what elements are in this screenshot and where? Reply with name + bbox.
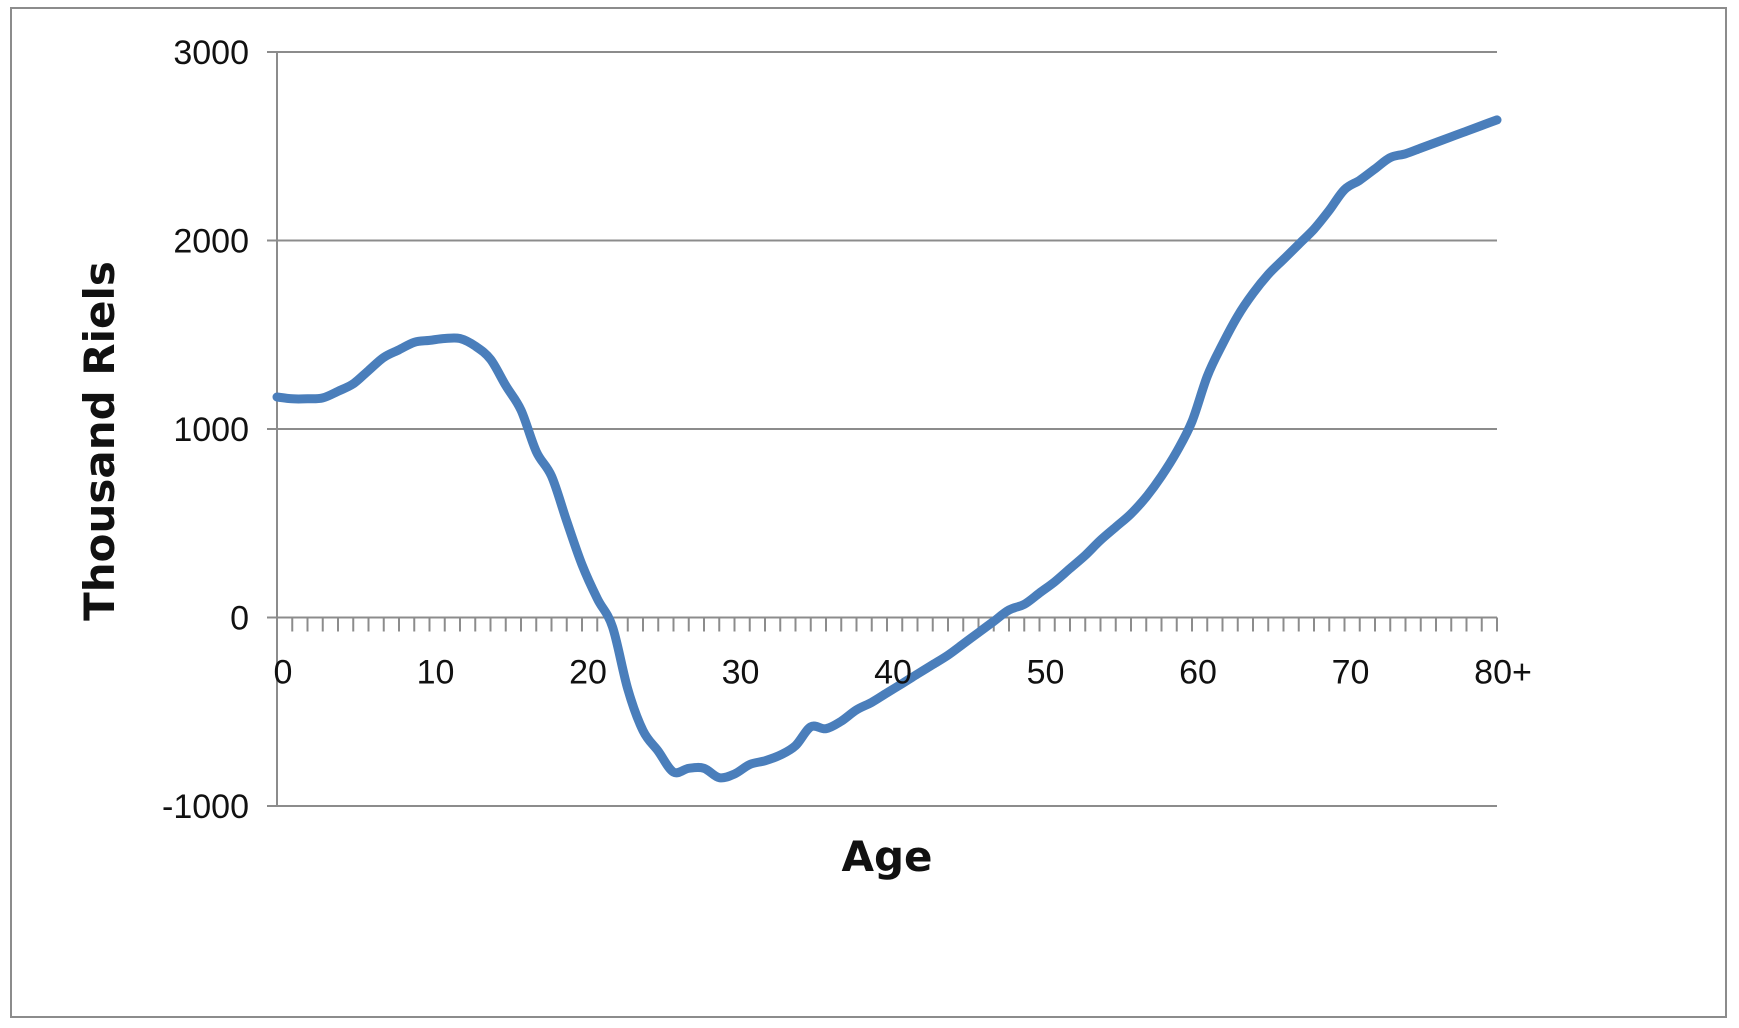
x-tick-label: 0	[274, 654, 293, 692]
y-axis-title: Thousand Riels	[75, 261, 124, 621]
y-tick-label: -1000	[162, 788, 249, 826]
y-tick-label: 1000	[173, 411, 249, 449]
x-tick-label: 10	[417, 654, 455, 692]
x-tick-label: 50	[1027, 654, 1065, 692]
x-tick-label: 20	[569, 654, 607, 692]
x-tick-label: 40	[874, 654, 912, 692]
x-tick-label: 60	[1179, 654, 1217, 692]
y-tick-label: 3000	[173, 34, 249, 72]
x-axis-minor-ticks	[276, 617, 1498, 632]
y-axis-tick-labels: 3000 2000 1000 0 -1000	[162, 34, 249, 826]
chart-frame: 3000 2000 1000 0 -1000 0 10 20 30 40 50 60 70 80+ Ag…	[10, 7, 1727, 1018]
x-tick-label: 30	[722, 654, 760, 692]
series-group	[272, 115, 1502, 783]
series-line	[272, 115, 1502, 783]
gridlines	[267, 51, 1497, 807]
y-tick-label: 0	[230, 600, 249, 638]
x-axis-title: Age	[841, 832, 932, 881]
x-tick-label: 80+	[1474, 654, 1532, 692]
y-tick-label: 2000	[173, 223, 249, 261]
x-tick-label: 70	[1332, 654, 1370, 692]
line-chart: 3000 2000 1000 0 -1000 0 10 20 30 40 50 60 70 80+ Ag…	[75, 34, 1532, 881]
x-axis-tick-labels: 0 10 20 30 40 50 60 70 80+	[274, 654, 1532, 692]
